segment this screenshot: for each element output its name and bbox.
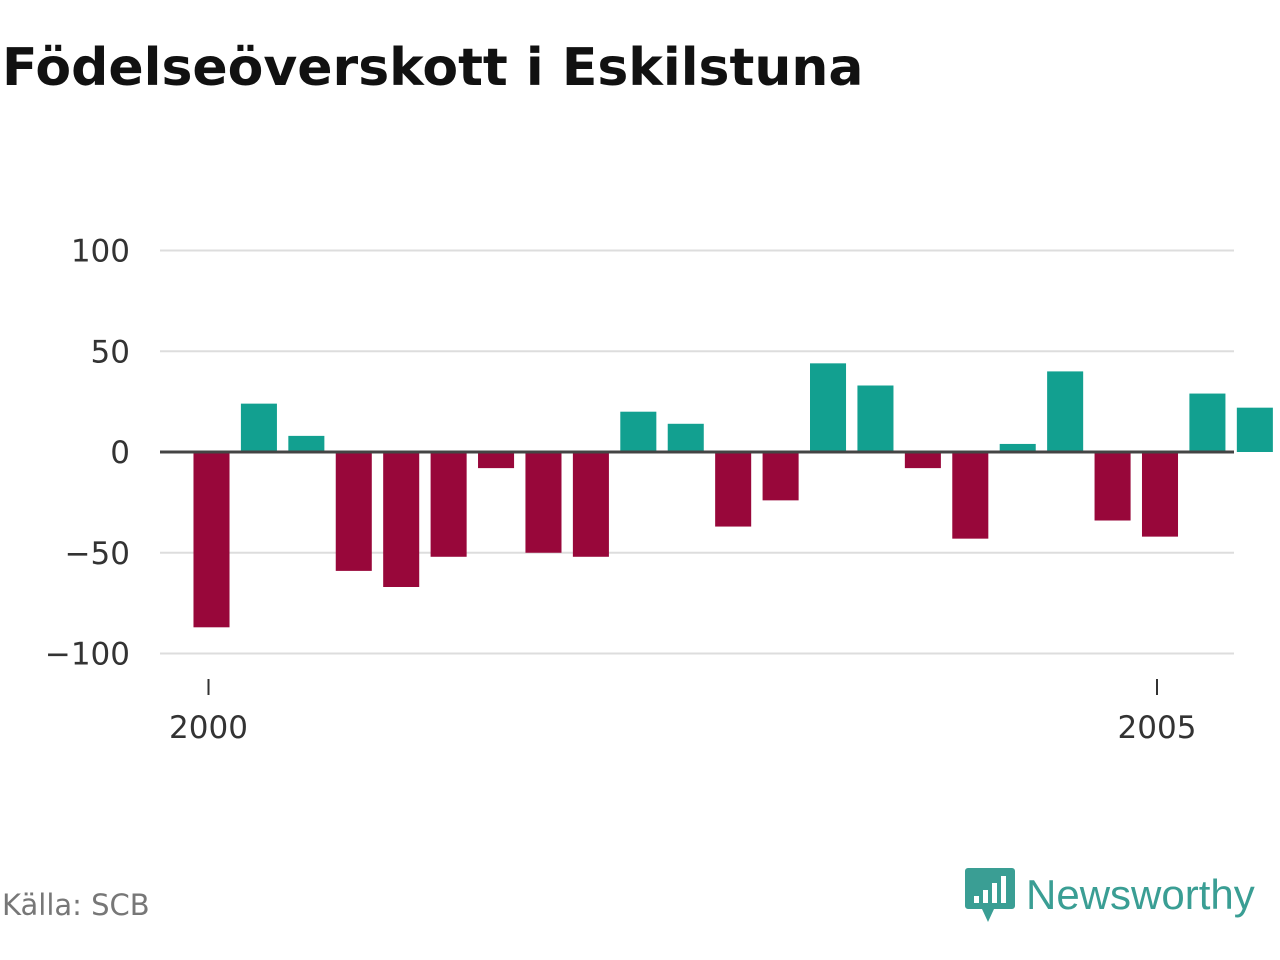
bar bbox=[288, 435, 325, 452]
x-tick-label: 2005 bbox=[1118, 710, 1197, 746]
bar bbox=[240, 403, 277, 452]
source-note: Källa: SCB bbox=[2, 888, 150, 922]
bar bbox=[572, 452, 609, 557]
x-tick-label: 2000 bbox=[169, 710, 248, 746]
bar bbox=[1189, 393, 1226, 452]
y-tick-label: 100 bbox=[71, 234, 130, 270]
chart-title: Födelseöverskott i Eskilstuna bbox=[2, 38, 864, 98]
newsworthy-logo-icon bbox=[965, 868, 1015, 922]
y-tick-label: 50 bbox=[91, 334, 130, 370]
bar bbox=[667, 423, 704, 452]
bar bbox=[810, 363, 847, 452]
bar bbox=[999, 443, 1036, 452]
bar bbox=[1094, 452, 1131, 521]
bar bbox=[1236, 407, 1273, 452]
newsworthy-logo: Newsworthy bbox=[964, 866, 1255, 924]
bar bbox=[1141, 452, 1179, 537]
bar bbox=[952, 452, 989, 539]
bar bbox=[904, 452, 941, 469]
bar bbox=[715, 452, 752, 527]
bar bbox=[1047, 371, 1084, 452]
y-tick-label: −50 bbox=[65, 536, 130, 572]
bar bbox=[525, 452, 562, 553]
bar bbox=[430, 452, 467, 557]
bar bbox=[762, 452, 799, 501]
bar bbox=[857, 385, 894, 452]
y-tick-label: −100 bbox=[45, 637, 130, 673]
bar bbox=[335, 452, 372, 571]
y-tick-label: 0 bbox=[110, 435, 130, 471]
bar bbox=[620, 411, 657, 452]
bar bbox=[193, 452, 230, 628]
newsworthy-brand-name: Newsworthy bbox=[1026, 871, 1255, 918]
bar bbox=[478, 452, 515, 469]
bars bbox=[193, 363, 1273, 628]
bar bbox=[383, 452, 420, 587]
